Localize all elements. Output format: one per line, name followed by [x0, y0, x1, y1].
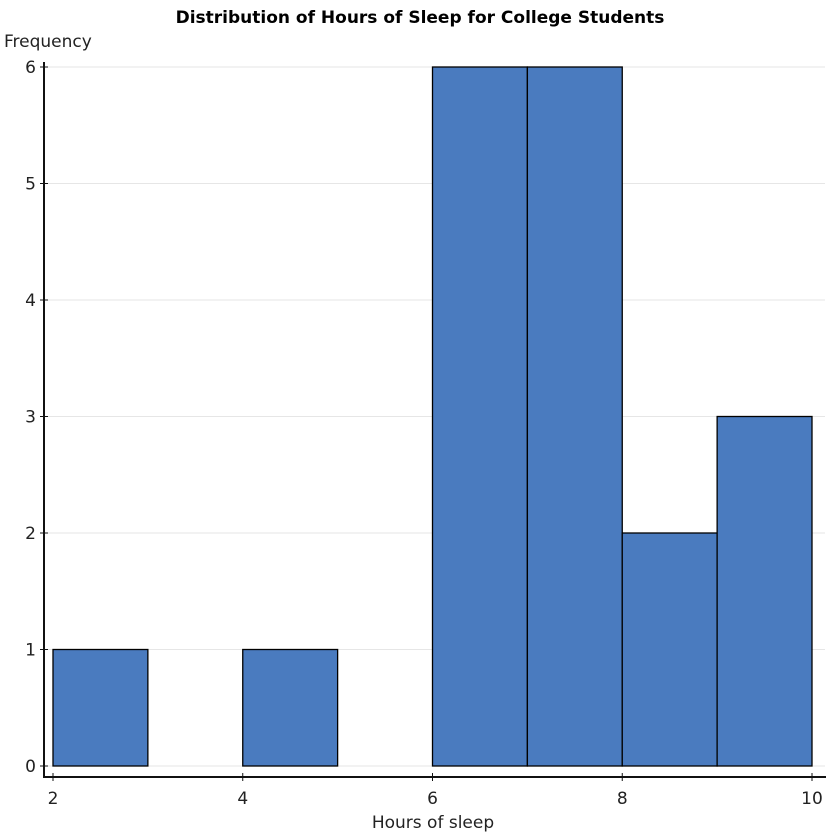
histogram-bar [526, 66, 623, 767]
y-tick-label: 6 [25, 58, 36, 78]
histogram-bar [52, 648, 149, 767]
x-tick-label: 4 [237, 789, 248, 809]
y-tick-label: 0 [25, 757, 36, 777]
x-axis-label: Hours of sleep [372, 813, 494, 833]
histogram-bar [242, 648, 339, 767]
x-tick-label: 6 [427, 789, 438, 809]
x-tick-label: 2 [48, 789, 59, 809]
axes: 0 1 2 3 4 5 6 2 4 6 8 10 [25, 58, 826, 809]
y-tick-label: 1 [25, 641, 36, 661]
chart-title: Distribution of Hours of Sleep for Colle… [176, 8, 665, 28]
bars [52, 66, 813, 767]
histogram-bar [431, 66, 529, 767]
y-tick-label: 3 [25, 408, 36, 428]
x-tick-label: 10 [801, 789, 823, 809]
y-tick-label: 4 [25, 291, 36, 311]
histogram-bar [621, 532, 718, 767]
y-axis-label: Frequency [4, 32, 92, 52]
y-tick-label: 2 [25, 524, 36, 544]
histogram-bar [716, 415, 813, 767]
x-tick-label: 8 [617, 789, 628, 809]
y-tick-label: 5 [25, 175, 36, 195]
